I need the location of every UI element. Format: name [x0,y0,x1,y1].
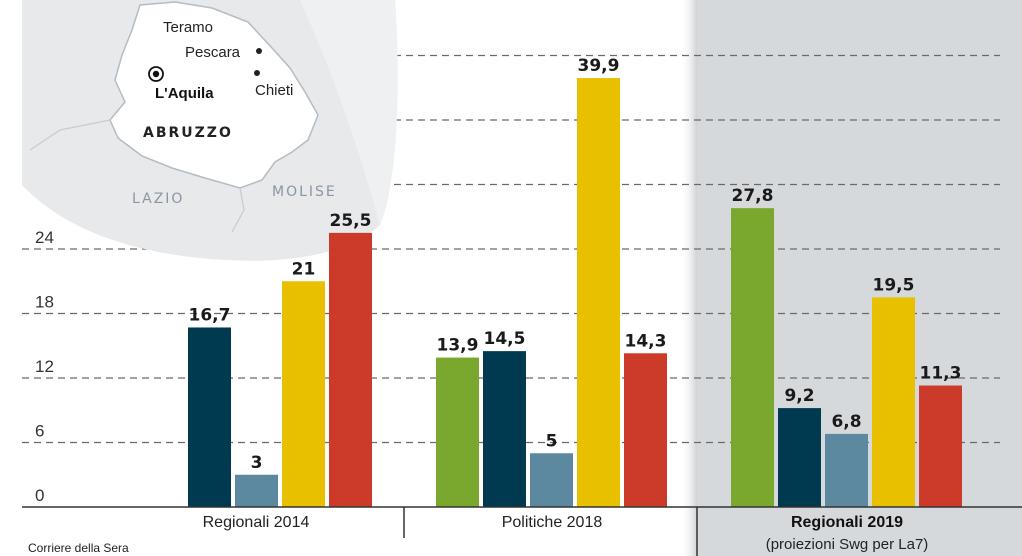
bar [731,208,774,507]
bar-value-label: 11,3 [920,364,962,384]
bars-layer [188,78,962,507]
bar [188,327,231,507]
bar-value-label: 14,3 [625,331,667,351]
y-tick-label: 18 [35,293,54,312]
y-tick-label: 24 [35,228,54,247]
map-capital-label: L'Aquila [155,85,214,102]
map-region-label: ABRUZZO [143,125,233,141]
map-city-teramo: Teramo [163,19,213,36]
y-tick-label: 0 [35,486,44,505]
bar-value-label: 27,8 [732,186,774,206]
group-label: Politiche 2018 [502,514,603,531]
bar-value-label: 9,2 [784,386,814,406]
bar [530,453,573,507]
highlight-panel-shadow [680,0,697,556]
bar-value-label: 6,8 [831,412,861,432]
bar [825,433,868,507]
source-credit: Corriere della Sera [28,541,129,555]
y-tick-label: 12 [35,357,54,376]
bar [436,357,479,507]
map-sea [300,0,398,225]
bar [872,297,915,507]
bar-value-label: 3 [251,453,263,473]
map-neighbor-lazio: LAZIO [132,191,184,207]
map-neighbor-molise: MOLISE [272,184,337,200]
map-city-chieti: Chieti [255,82,293,99]
bar-value-label: 25,5 [330,211,372,231]
city-dot-pescara [256,48,262,54]
bar-value-label: 39,9 [578,56,620,76]
group-sublabel: (proiezioni Swg per La7) [766,536,929,553]
capital-marker-inner [152,70,160,78]
bar-value-label: 16,7 [189,305,231,325]
bar-value-label: 21 [292,259,316,279]
bar-value-label: 5 [546,431,558,451]
map-border-line [29,119,245,233]
bar [577,78,620,507]
group-label: Regionali 2014 [203,514,310,531]
city-dot-chieti [254,70,260,76]
bar [329,232,372,507]
map-abruzzo-region [109,1,319,189]
bar-value-label: 19,5 [873,275,915,295]
bar [235,474,278,507]
y-tick-label: 6 [35,422,44,441]
bar [778,408,821,507]
bar [483,351,526,507]
abruzzo-map: Teramo Pescara Chieti L'Aquila ABRUZZO L… [22,0,398,261]
bar [624,353,667,507]
bar [919,385,962,507]
bar [282,281,325,507]
group-labels-layer: Regionali 2014 Politiche 2018 Regionali 20… [203,514,929,553]
map-city-pescara: Pescara [185,44,241,61]
bar-value-label: 13,9 [437,336,479,356]
bar-value-label: 14,5 [484,329,526,349]
group-label: Regionali 2019 [791,514,903,531]
value-labels-layer: 16,7 3 21 25,5 13,9 14,5 5 39,9 14,3 27,8 9,2 6,8 19… [189,56,962,473]
